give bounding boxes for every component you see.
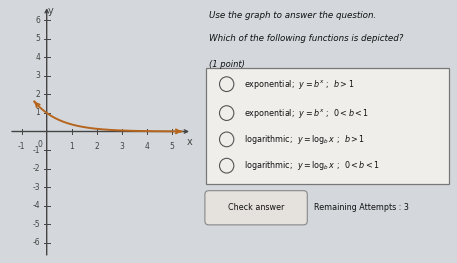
Text: logarithmic;  $y = \log_b x$ ;  $b > 1$: logarithmic; $y = \log_b x$ ; $b > 1$ <box>244 133 365 146</box>
Text: 0: 0 <box>37 140 42 149</box>
Text: 5: 5 <box>170 142 174 151</box>
Text: -6: -6 <box>33 238 40 247</box>
Text: Use the graph to answer the question.: Use the graph to answer the question. <box>209 11 376 19</box>
FancyBboxPatch shape <box>206 68 449 184</box>
Text: 4: 4 <box>144 142 149 151</box>
Text: (1 point): (1 point) <box>209 60 244 69</box>
Text: 3: 3 <box>36 71 40 80</box>
Text: 3: 3 <box>119 142 124 151</box>
Text: Remaining Attempts : 3: Remaining Attempts : 3 <box>314 203 409 212</box>
Text: exponential;  $y = b^x$ ;  $0 < b < 1$: exponential; $y = b^x$ ; $0 < b < 1$ <box>244 107 369 120</box>
Text: -5: -5 <box>33 220 40 229</box>
Text: Which of the following functions is depicted?: Which of the following functions is depi… <box>209 34 403 43</box>
Text: 2: 2 <box>95 142 99 151</box>
Text: -3: -3 <box>33 183 40 192</box>
Text: 4: 4 <box>36 53 40 62</box>
Text: x: x <box>186 137 192 147</box>
Text: 2: 2 <box>36 90 40 99</box>
Text: Check answer: Check answer <box>228 203 284 212</box>
Text: -4: -4 <box>33 201 40 210</box>
Text: 1: 1 <box>69 142 74 151</box>
Text: -2: -2 <box>33 164 40 173</box>
Text: 5: 5 <box>36 34 40 43</box>
Text: exponential;  $y = b^x$ ;  $b > 1$: exponential; $y = b^x$ ; $b > 1$ <box>244 78 355 91</box>
Text: logarithmic;  $y = \log_b x$ ;  $0 < b < 1$: logarithmic; $y = \log_b x$ ; $0 < b < 1… <box>244 159 380 172</box>
Text: 6: 6 <box>36 16 40 25</box>
Text: 1: 1 <box>36 108 40 118</box>
FancyBboxPatch shape <box>205 191 307 225</box>
Text: -1: -1 <box>18 142 26 151</box>
Text: y: y <box>48 6 53 16</box>
Text: -1: -1 <box>33 145 40 155</box>
